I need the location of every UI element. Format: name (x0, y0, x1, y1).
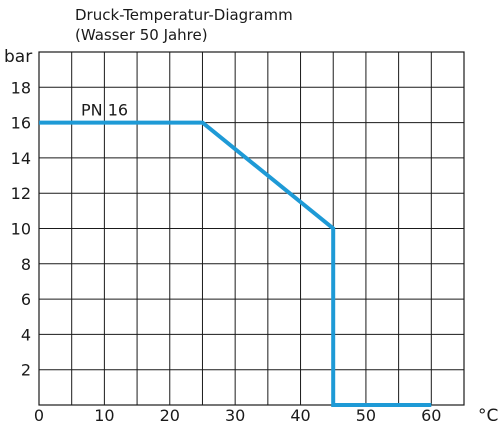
chart-title: Druck-Temperatur-Diagramm (75, 6, 293, 24)
x-tick-label: 0 (34, 406, 44, 425)
y-tick-label: 8 (21, 255, 31, 274)
x-tick-label: 20 (160, 406, 180, 425)
series-label: PN 16 (81, 101, 128, 120)
y-tick-label: 10 (11, 220, 31, 239)
y-tick-label: 18 (11, 78, 31, 97)
y-tick-label: 4 (21, 325, 31, 344)
y-tick-label: 2 (21, 361, 31, 380)
x-tick-label: 60 (421, 406, 441, 425)
plot-frame (38, 51, 465, 406)
y-tick-label: 12 (11, 184, 31, 203)
x-tick-label: 30 (225, 406, 245, 425)
tick-labels: 0 10 20 30 40 50 60 2 4 6 8 10 12 14 16 18 (11, 78, 442, 425)
x-tick-label: 40 (290, 406, 310, 425)
y-tick-label: 16 (11, 114, 31, 133)
series-labels: PN 16 (81, 101, 128, 120)
chart-subtitle: (Wasser 50 Jahre) (75, 26, 208, 44)
y-axis-unit-label: bar (4, 47, 32, 67)
x-tick-label: 50 (356, 406, 376, 425)
series-lines (39, 120, 432, 407)
grid (38, 51, 465, 406)
x-tick-label: 10 (94, 406, 114, 425)
series-line (39, 120, 432, 407)
x-axis-unit-label: °C (478, 406, 498, 426)
y-tick-label: 6 (21, 290, 31, 309)
y-tick-label: 14 (11, 149, 31, 168)
